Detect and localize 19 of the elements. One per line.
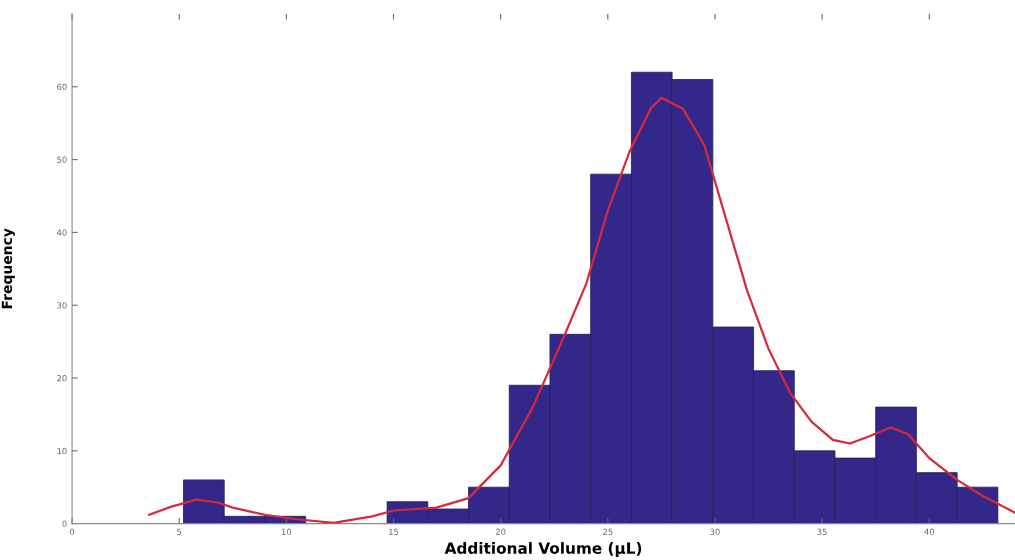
x-tick-label: 20 [495,528,506,535]
line-series [148,96,1015,524]
y-axis-title: Frequency [1,228,15,309]
y-tick-label: 0 [62,520,67,527]
x-tick-label: 0 [69,528,75,535]
y-tick-label: 10 [57,447,67,455]
x-tick-label: 25 [603,528,613,535]
y-tick-label: 50 [57,156,67,163]
y-tick-label: 40 [57,229,67,236]
y-tick-label: 20 [57,374,67,382]
x-tick-label: 5 [177,528,182,535]
x-tick-label: 40 [924,528,935,535]
x-tick-label: 30 [710,528,720,535]
x-tick-label: 15 [389,528,399,535]
y-tick-label: 30 [57,302,67,309]
y-tick-label: 60 [57,83,67,91]
x-tick-label: 10 [281,528,292,535]
x-tick-label: 35 [817,528,827,535]
x-axis-title: Additional Volume (µL) [444,542,642,557]
